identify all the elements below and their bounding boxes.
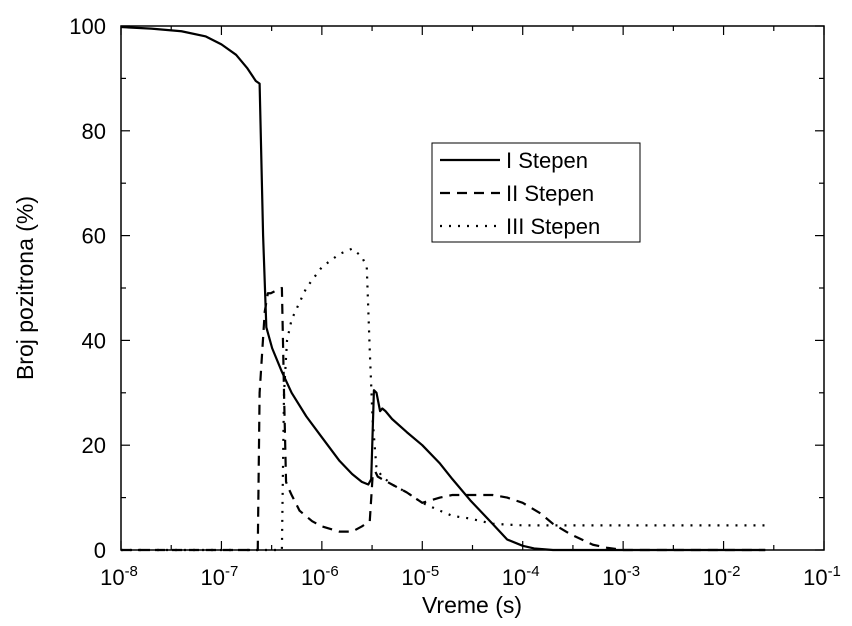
y-tick-label: 0 <box>94 538 106 563</box>
x-tick-label: 10-7 <box>201 563 239 590</box>
y-axis-label: Broj pozitrona (%) <box>12 196 38 380</box>
x-tick-label: 10-4 <box>502 563 540 590</box>
x-tick-label: 10-2 <box>703 563 741 590</box>
legend-label-2: II Stepen <box>506 181 594 206</box>
y-tick-label: 100 <box>69 14 106 39</box>
series-layer <box>120 25 766 552</box>
legend-items: I Stepen II Stepen III Stepen <box>440 148 600 239</box>
y-tick-label: 40 <box>82 328 106 353</box>
legend-label-3: III Stepen <box>506 214 600 239</box>
legend: I Stepen II Stepen III Stepen <box>431 142 641 243</box>
ticks-layer <box>120 25 825 551</box>
tick-labels: 10-8 10-7 10-6 10-5 10-4 10-3 10-2 10-1 0 20 40 60 8… <box>69 14 841 590</box>
legend-label-1: I Stepen <box>506 148 588 173</box>
x-tick-label: 10-3 <box>602 563 640 590</box>
x-tick-label: 10-8 <box>100 563 138 590</box>
x-tick-label: 10-1 <box>803 563 841 590</box>
y-tick-label: 20 <box>82 433 106 458</box>
x-tick-label: 10-6 <box>301 563 339 590</box>
x-tick-label: 10-5 <box>401 563 439 590</box>
series-line-1 <box>120 25 766 552</box>
x-axis-label: Vreme (s) <box>422 592 522 618</box>
y-tick-label: 80 <box>82 119 106 144</box>
y-tick-label: 60 <box>82 224 106 249</box>
